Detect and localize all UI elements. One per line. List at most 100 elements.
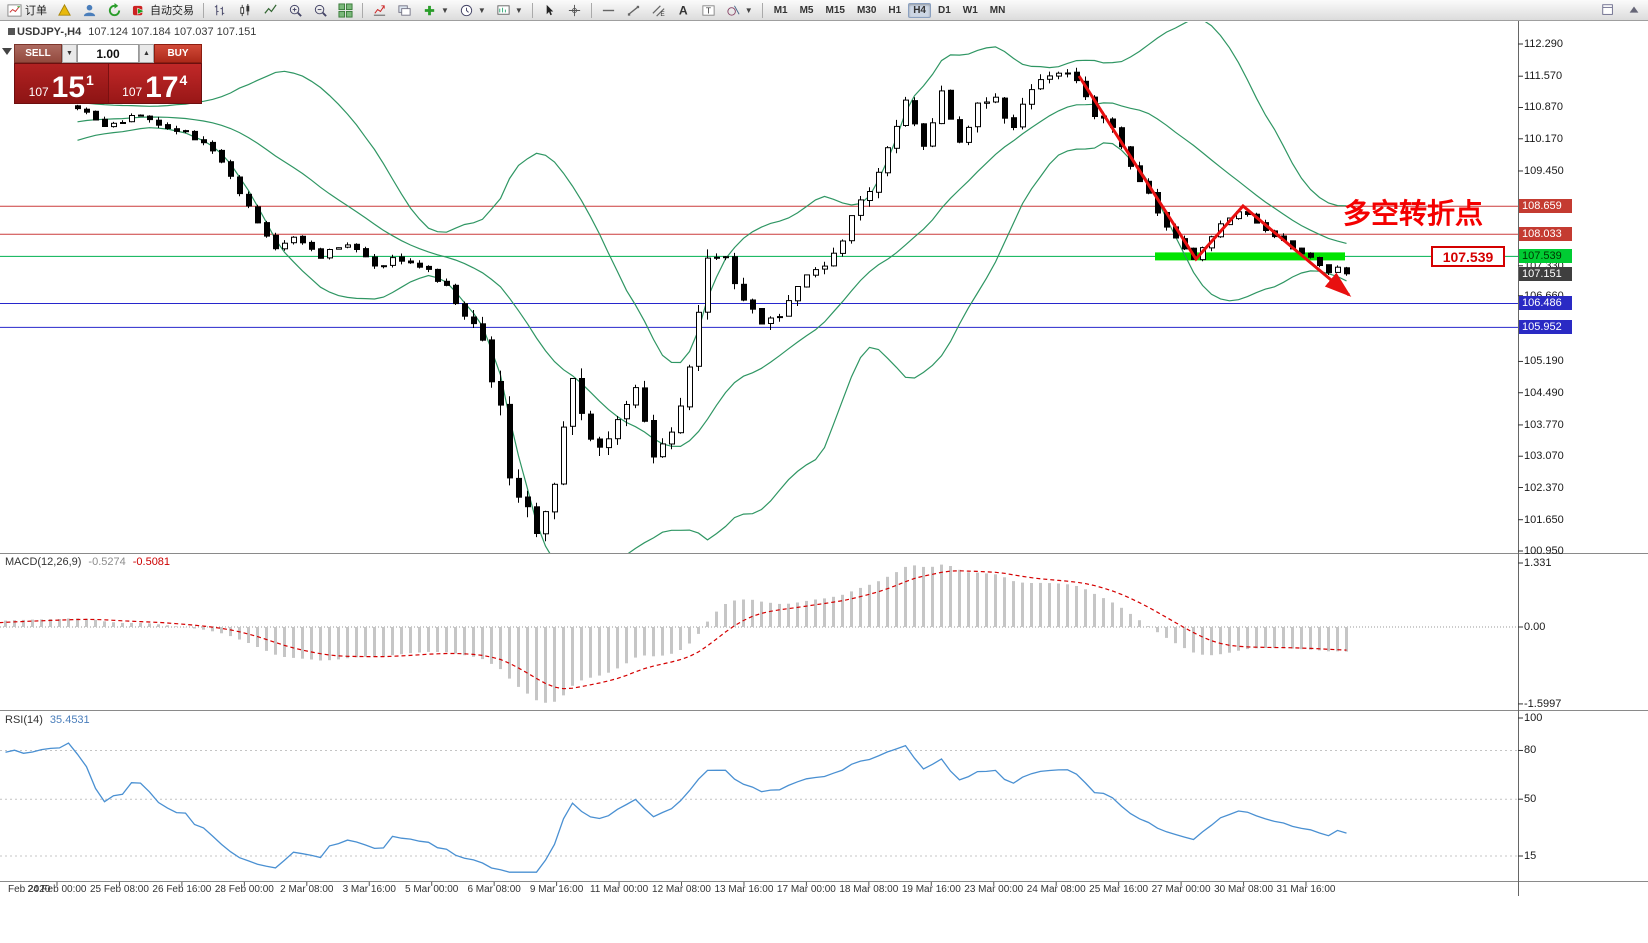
timeframe-d1[interactable]: D1 (938, 4, 951, 16)
crosshair-icon (568, 4, 580, 16)
price-tick: 112.290 (1524, 38, 1563, 50)
volume-input[interactable]: 1.00 (77, 44, 139, 63)
add-indicator-dropdown[interactable]: ▼ (418, 1, 453, 20)
date-tick: Feb 2020 (8, 884, 51, 895)
one-click-trading-panel: SELL ▼ 1.00 ▲ BUY 107 15 1 107 17 4 (14, 44, 202, 104)
line-chart-icon (264, 4, 277, 14)
chevron-down-icon: ▼ (744, 5, 753, 15)
date-tick: 13 Mar 16:00 (714, 884, 774, 895)
toolbar-separator (761, 2, 763, 18)
candle-chart-icon (240, 3, 250, 16)
chevron-down-icon: ▼ (441, 5, 449, 15)
bar-chart-button[interactable] (209, 1, 232, 20)
cursor-button[interactable] (538, 1, 561, 20)
crosshair-button[interactable] (563, 1, 586, 20)
text-tool-button[interactable]: A (672, 1, 695, 20)
svg-text:E: E (660, 11, 665, 18)
candle-chart-button[interactable] (234, 1, 257, 20)
symbol-period-label: USDJPY-,H4 (17, 26, 82, 38)
macd-label: MACD(12,26,9) (5, 556, 82, 568)
support-zone-object[interactable] (1155, 252, 1345, 261)
indicators-icon (373, 4, 386, 16)
objects-list-button[interactable] (393, 1, 416, 20)
sell-price-button[interactable]: 107 15 1 (15, 64, 109, 103)
indicators-list-button[interactable] (368, 1, 391, 20)
price-badge: 108.033 (1519, 227, 1572, 242)
date-tick: 27 Mar 00:00 (1151, 884, 1211, 895)
channel-tool-button[interactable]: E (647, 1, 670, 20)
timeframe-w1[interactable]: W1 (962, 4, 978, 16)
timeframe-m15[interactable]: M15 (825, 4, 845, 16)
date-tick: 30 Mar 08:00 (1214, 884, 1274, 895)
trendline-icon (627, 5, 639, 16)
profile-button[interactable] (78, 1, 101, 20)
date-tick: 25 Feb 08:00 (89, 884, 149, 895)
buy-button[interactable]: BUY (154, 44, 202, 63)
line-chart-button[interactable] (259, 1, 282, 20)
bb-middle-band (77, 102, 1347, 448)
price-tick: 109.450 (1524, 164, 1564, 177)
hline-tool-button[interactable] (597, 1, 620, 20)
timeframe-h4[interactable]: H4 (908, 2, 931, 18)
new-order-label: 订单 (25, 5, 47, 17)
timeframe-mn[interactable]: MN (989, 4, 1006, 16)
price-badge: 107.539 (1519, 249, 1572, 264)
svg-text:A: A (679, 3, 688, 17)
buy-price-button[interactable]: 107 17 4 (108, 64, 201, 104)
timeframe-m1[interactable]: M1 (773, 4, 788, 16)
price-tick: 105.190 (1524, 355, 1564, 368)
one-click-toggle-icon[interactable] (2, 48, 12, 55)
autotrade-label: 自动交易 (150, 5, 194, 17)
buy-price-big: 17 (145, 70, 179, 104)
date-tick: 24 Mar 08:00 (1026, 884, 1086, 895)
toolbar-separator (362, 2, 363, 18)
tile-windows-button[interactable] (334, 1, 357, 20)
sell-button[interactable]: SELL (14, 44, 62, 63)
autotrade-button[interactable]: 自动交易 (128, 1, 198, 20)
price-label-box[interactable]: 107.539 (1431, 246, 1505, 267)
timeframe-m5[interactable]: M5 (799, 4, 814, 16)
shapes-dropdown[interactable]: ▼ (722, 1, 757, 20)
candles (75, 67, 1350, 542)
price-badge: 105.952 (1519, 320, 1572, 335)
zoom-out-button[interactable] (309, 1, 332, 20)
rsi-panel (0, 742, 1518, 873)
trendline-tool-button[interactable] (622, 1, 645, 20)
window-icon (1602, 4, 1613, 15)
timeframe-h1[interactable]: H1 (888, 4, 902, 16)
trend-arrow-object[interactable] (1077, 75, 1352, 297)
rsi-axis-tick: 15 (1524, 850, 1537, 862)
rsi-axis-tick: 50 (1524, 793, 1537, 806)
price-tick: 104.490 (1524, 386, 1564, 399)
scroll-up-button[interactable] (1623, 1, 1645, 20)
sell-price-prefix: 107 (28, 84, 49, 99)
rsi-line (5, 742, 1347, 873)
volume-up-button[interactable]: ▲ (139, 44, 154, 63)
price-tick: 111.570 (1524, 70, 1563, 83)
macd-header: MACD(12,26,9) -0.5274 -0.5081 (5, 556, 170, 568)
template-dropdown[interactable]: ▼ (492, 1, 527, 20)
refresh-button[interactable] (103, 1, 126, 20)
new-order-button[interactable]: 订单 (3, 1, 51, 20)
timeframe-m30[interactable]: M30 (856, 4, 877, 16)
pyramid-button[interactable] (53, 1, 76, 20)
date-tick: 17 Mar 00:00 (776, 884, 836, 895)
zoom-in-icon (289, 4, 302, 17)
macd-panel (0, 564, 1518, 703)
scroll-up-icon (1629, 6, 1639, 13)
price-tick: 102.370 (1524, 481, 1564, 494)
date-tick: 5 Mar 00:00 (405, 884, 459, 895)
period-dropdown[interactable]: ▼ (455, 1, 490, 20)
date-tick: 6 Mar 08:00 (467, 884, 521, 895)
turning-point-annotation[interactable]: 多空转折点 (1343, 198, 1484, 229)
date-tick: 25 Mar 16:00 (1089, 884, 1149, 895)
window-button[interactable] (1597, 1, 1619, 20)
volume-down-button[interactable]: ▼ (62, 44, 77, 63)
rsi-value: 35.4531 (49, 714, 90, 726)
date-tick: 23 Mar 00:00 (964, 884, 1024, 895)
add-indicator-icon (424, 5, 435, 15)
label-tool-button[interactable]: T (697, 1, 720, 20)
text-icon: A (679, 3, 688, 17)
zoom-in-button[interactable] (284, 1, 307, 20)
